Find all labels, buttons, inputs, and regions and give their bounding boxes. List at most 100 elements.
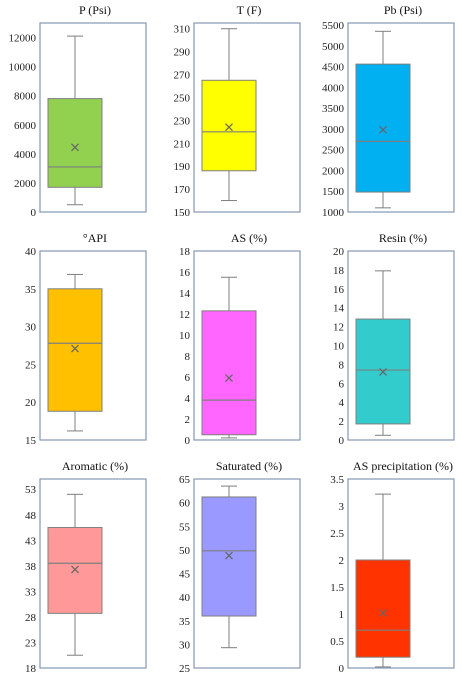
box-chart-4: °API 15 20 25 30 35 40 xyxy=(0,228,154,456)
box-chart-svg: Resin (%) 0 2 4 6 8 10 12 14 16 18 20 xyxy=(333,231,455,447)
box-chart-6: Resin (%) 0 2 4 6 8 10 12 14 16 18 20 xyxy=(308,228,462,456)
y-tick-label: 20 xyxy=(25,397,37,409)
chart-title: Aromatic (%) xyxy=(62,459,128,473)
chart-title: °API xyxy=(83,231,107,245)
chart-title: T (F) xyxy=(237,3,262,17)
y-tick-label: 270 xyxy=(174,70,191,82)
mean-marker xyxy=(379,125,387,134)
y-tick-label: 290 xyxy=(174,47,191,59)
y-tick-label: 5500 xyxy=(322,20,345,32)
y-tick-label: 6 xyxy=(185,372,191,384)
box-chart-1: P (Psi) 0 2000 4000 6000 8000 10000 12000 xyxy=(0,0,154,228)
y-tick-label: 170 xyxy=(174,184,191,196)
y-tick-label: 8 xyxy=(339,359,345,371)
y-tick-label: 0 xyxy=(339,435,345,447)
y-tick-label: 0.5 xyxy=(330,636,344,648)
plot-frame xyxy=(39,478,147,669)
mean-marker xyxy=(71,565,79,574)
plot-frame xyxy=(193,22,301,213)
y-tick-label: 12 xyxy=(179,309,190,321)
y-tick-label: 2 xyxy=(339,555,345,567)
y-tick-label: 250 xyxy=(174,92,191,104)
y-tick-label: 50 xyxy=(179,545,191,557)
y-tick-label: 33 xyxy=(25,586,37,598)
iqr-box xyxy=(47,527,103,614)
y-tick-label: 12 xyxy=(333,322,344,334)
y-tick-label: 0 xyxy=(339,663,345,675)
y-tick-label: 35 xyxy=(25,284,37,296)
y-tick-label: 16 xyxy=(179,267,191,279)
plot-frame xyxy=(39,250,147,441)
box-chart-svg: Saturated (%) 25 30 35 40 45 50 55 60 65 xyxy=(179,459,301,675)
y-tick-label: 20 xyxy=(333,246,345,258)
y-tick-label: 2 xyxy=(185,414,191,426)
y-tick-label: 38 xyxy=(25,561,37,573)
y-tick-label: 30 xyxy=(179,639,191,651)
y-tick-label: 12000 xyxy=(9,33,37,45)
y-tick-label: 25 xyxy=(179,663,191,675)
box-chart-svg: AS precipitation (%) 0 0.5 1 1.5 2 2.5 3 3.5 xyxy=(330,459,455,675)
y-tick-label: 30 xyxy=(25,322,37,334)
y-tick-label: 4000 xyxy=(14,149,37,161)
y-tick-label: 190 xyxy=(174,161,191,173)
box-chart-3: Pb (Psi) 1000 1500 2000 2500 3000 3500 4000 4500… xyxy=(308,0,462,228)
box-chart-svg: °API 15 20 25 30 35 40 xyxy=(25,231,147,447)
box-chart-svg: Aromatic (%) 18 23 28 33 38 43 48 53 xyxy=(25,459,147,675)
y-tick-label: 53 xyxy=(25,484,37,496)
box-chart-svg: T (F) 150 170 190 210 230 250 270 290 310 xyxy=(174,3,301,219)
y-tick-label: 4500 xyxy=(322,62,345,74)
y-tick-label: 15 xyxy=(25,435,37,447)
y-tick-label: 6 xyxy=(339,378,345,390)
chart-title: Resin (%) xyxy=(379,231,427,245)
y-tick-label: 230 xyxy=(174,115,191,127)
y-tick-label: 60 xyxy=(179,498,191,510)
box-chart-8: Saturated (%) 25 30 35 40 45 50 55 60 65 xyxy=(154,456,308,684)
y-tick-label: 48 xyxy=(25,510,37,522)
y-tick-label: 0 xyxy=(185,435,191,447)
y-tick-label: 210 xyxy=(174,138,191,150)
y-tick-label: 10000 xyxy=(9,62,37,74)
plot-frame xyxy=(347,478,455,669)
y-tick-label: 45 xyxy=(179,569,191,581)
y-tick-label: 6000 xyxy=(14,120,37,132)
box-chart-7: Aromatic (%) 18 23 28 33 38 43 48 53 xyxy=(0,456,154,684)
chart-title: AS (%) xyxy=(231,231,267,245)
box-chart-2: T (F) 150 170 190 210 230 250 270 290 310 xyxy=(154,0,308,228)
y-tick-label: 150 xyxy=(174,207,191,219)
y-tick-label: 8 xyxy=(185,351,191,363)
y-tick-label: 4 xyxy=(185,393,191,405)
y-tick-label: 0 xyxy=(31,207,37,219)
y-tick-label: 3000 xyxy=(322,124,345,136)
y-tick-label: 16 xyxy=(333,284,345,296)
plot-frame xyxy=(347,22,455,213)
box-chart-9: AS precipitation (%) 0 0.5 1 1.5 2 2.5 3 3.5 xyxy=(308,456,462,684)
y-tick-label: 2000 xyxy=(14,178,37,190)
y-tick-label: 2000 xyxy=(322,165,345,177)
y-tick-label: 310 xyxy=(174,24,191,36)
mean-marker xyxy=(379,608,387,617)
box-chart-svg: P (Psi) 0 2000 4000 6000 8000 10000 12000 xyxy=(9,3,147,219)
iqr-box xyxy=(201,496,257,617)
y-tick-label: 4 xyxy=(339,397,345,409)
y-tick-label: 23 xyxy=(25,637,37,649)
y-tick-label: 1000 xyxy=(322,207,345,219)
plot-frame xyxy=(193,478,301,669)
iqr-box xyxy=(47,288,103,412)
y-tick-label: 65 xyxy=(179,474,191,486)
y-tick-label: 10 xyxy=(333,341,345,353)
chart-title: Pb (Psi) xyxy=(384,3,422,17)
y-tick-label: 35 xyxy=(179,616,191,628)
mean-marker xyxy=(71,344,79,353)
y-tick-label: 1 xyxy=(339,609,345,621)
y-tick-label: 3.5 xyxy=(330,474,344,486)
y-tick-label: 3500 xyxy=(322,103,345,115)
iqr-box xyxy=(355,63,411,193)
plot-frame xyxy=(39,22,147,213)
iqr-box xyxy=(47,98,103,188)
mean-marker xyxy=(225,374,233,382)
plot-frame xyxy=(193,250,301,441)
y-tick-label: 2 xyxy=(339,416,345,428)
iqr-box xyxy=(355,559,411,658)
y-tick-label: 5000 xyxy=(322,41,345,53)
